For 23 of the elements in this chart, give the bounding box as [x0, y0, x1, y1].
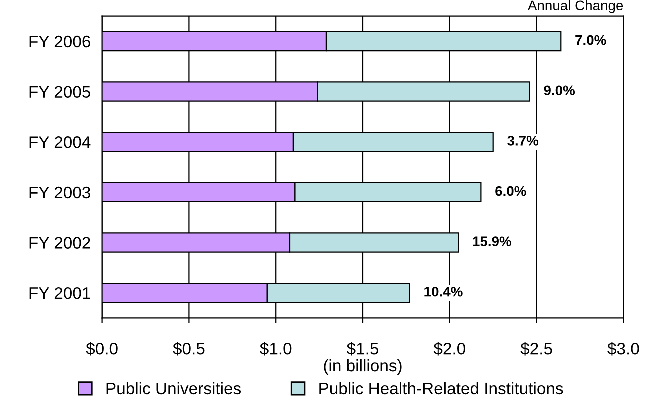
annotation: 10.4% [424, 286, 463, 297]
y-tick-label: FY 2004 [30, 136, 91, 148]
annotation: 15.9% [473, 236, 512, 246]
y-tick-label: FY 2006 [30, 36, 90, 48]
x-tick-label: $0.5 [173, 342, 205, 356]
text: Annual Change [528, 0, 624, 14]
x-tick-label: $0.0 [86, 342, 118, 356]
y-tick-label: FY 2005 [30, 86, 90, 98]
y-tick-label: FY 2003 [30, 186, 90, 199]
annotation: 3.7% [508, 136, 539, 146]
legend-label: Public Health-Related Institutions [320, 382, 564, 395]
x-tick-label: $2.5 [520, 342, 552, 356]
legend-label: Public Universities [106, 382, 242, 395]
annotation: 7.0% [576, 35, 606, 46]
annotation: 6.0% [496, 186, 526, 196]
x-tick-label: $1.5 [346, 342, 379, 356]
annotation: 9.0% [544, 86, 576, 96]
y-tick-label: FY 2001 [30, 287, 90, 300]
y-tick-label: FY 2002 [30, 237, 90, 249]
x-tick-label: $2.0 [434, 342, 466, 356]
x-axis-title: (in billions) [324, 359, 402, 375]
x-tick-label: $1.0 [260, 342, 292, 356]
x-tick-label: $3.0 [608, 342, 640, 356]
